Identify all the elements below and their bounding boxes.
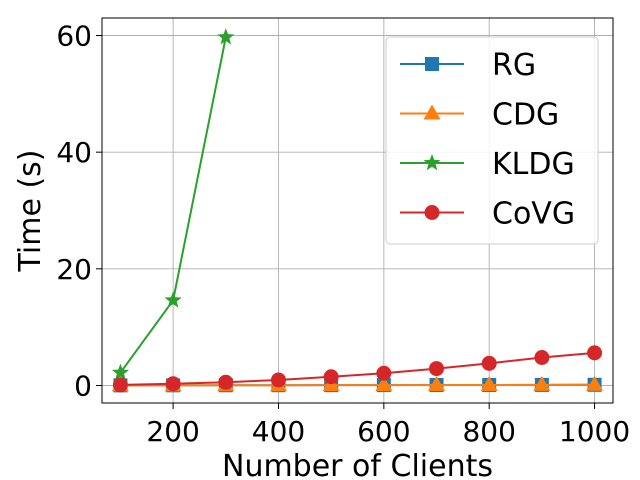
series-line-covg [120, 351, 595, 386]
data-point-kldg [164, 291, 182, 308]
plot-area-frame [101, 17, 614, 404]
legend-frame [385, 36, 599, 245]
y-axis-title: Time (s) [13, 150, 48, 273]
data-point-cdg [586, 375, 604, 391]
x-tick-label: 800 [462, 415, 515, 448]
data-point-kldg [111, 363, 129, 380]
x-tick-label: 400 [252, 415, 305, 448]
x-tick-label: 1000 [559, 415, 630, 448]
legend-item-rg: RG [400, 48, 536, 83]
legend-label-cdg: CDG [492, 98, 559, 133]
series-layer [111, 28, 604, 393]
legend-label-rg: RG [492, 48, 536, 83]
legend: RG CDG KLDG CoVG [385, 36, 599, 245]
legend-marker-cdg [423, 104, 441, 120]
legend-marker-rg [425, 57, 439, 71]
legend-marker-kldg [423, 154, 441, 171]
y-tick-label: 40 [56, 136, 92, 169]
y-tick-label: 20 [56, 253, 92, 286]
data-point-covg [587, 345, 603, 361]
y-tick-label: 0 [74, 370, 92, 403]
data-point-covg [534, 350, 550, 365]
legend-label-covg: CoVG [492, 197, 575, 232]
y-tick-label: 60 [56, 20, 92, 53]
legend-label-kldg: KLDG [492, 147, 575, 182]
data-point-covg [323, 369, 339, 385]
data-point-covg [270, 372, 286, 388]
data-point-covg [218, 374, 234, 390]
data-point-cdg [428, 376, 446, 392]
series-covg [112, 345, 603, 393]
data-point-cdg [533, 375, 551, 391]
x-tick-label: 200 [146, 415, 199, 448]
data-point-kldg [217, 28, 235, 45]
data-point-covg [376, 365, 392, 381]
x-axis-title: Number of Clients [222, 449, 493, 480]
data-point-cdg [375, 376, 393, 392]
data-point-covg [481, 355, 497, 371]
data-point-covg [112, 377, 128, 393]
data-point-covg [165, 376, 181, 392]
legend-item-kldg: KLDG [400, 147, 575, 182]
series-kldg [111, 28, 235, 380]
data-point-covg [429, 361, 445, 377]
series-line-cdg [120, 383, 595, 387]
legend-marker-covg [424, 205, 440, 220]
data-point-cdg [480, 375, 498, 391]
legend-item-covg: CoVG [400, 197, 575, 232]
legend-item-cdg: CDG [400, 98, 559, 133]
axis-ticks: 200 400 600 800 1000 0 20 40 60 [56, 20, 630, 449]
x-tick-label: 600 [357, 415, 410, 448]
